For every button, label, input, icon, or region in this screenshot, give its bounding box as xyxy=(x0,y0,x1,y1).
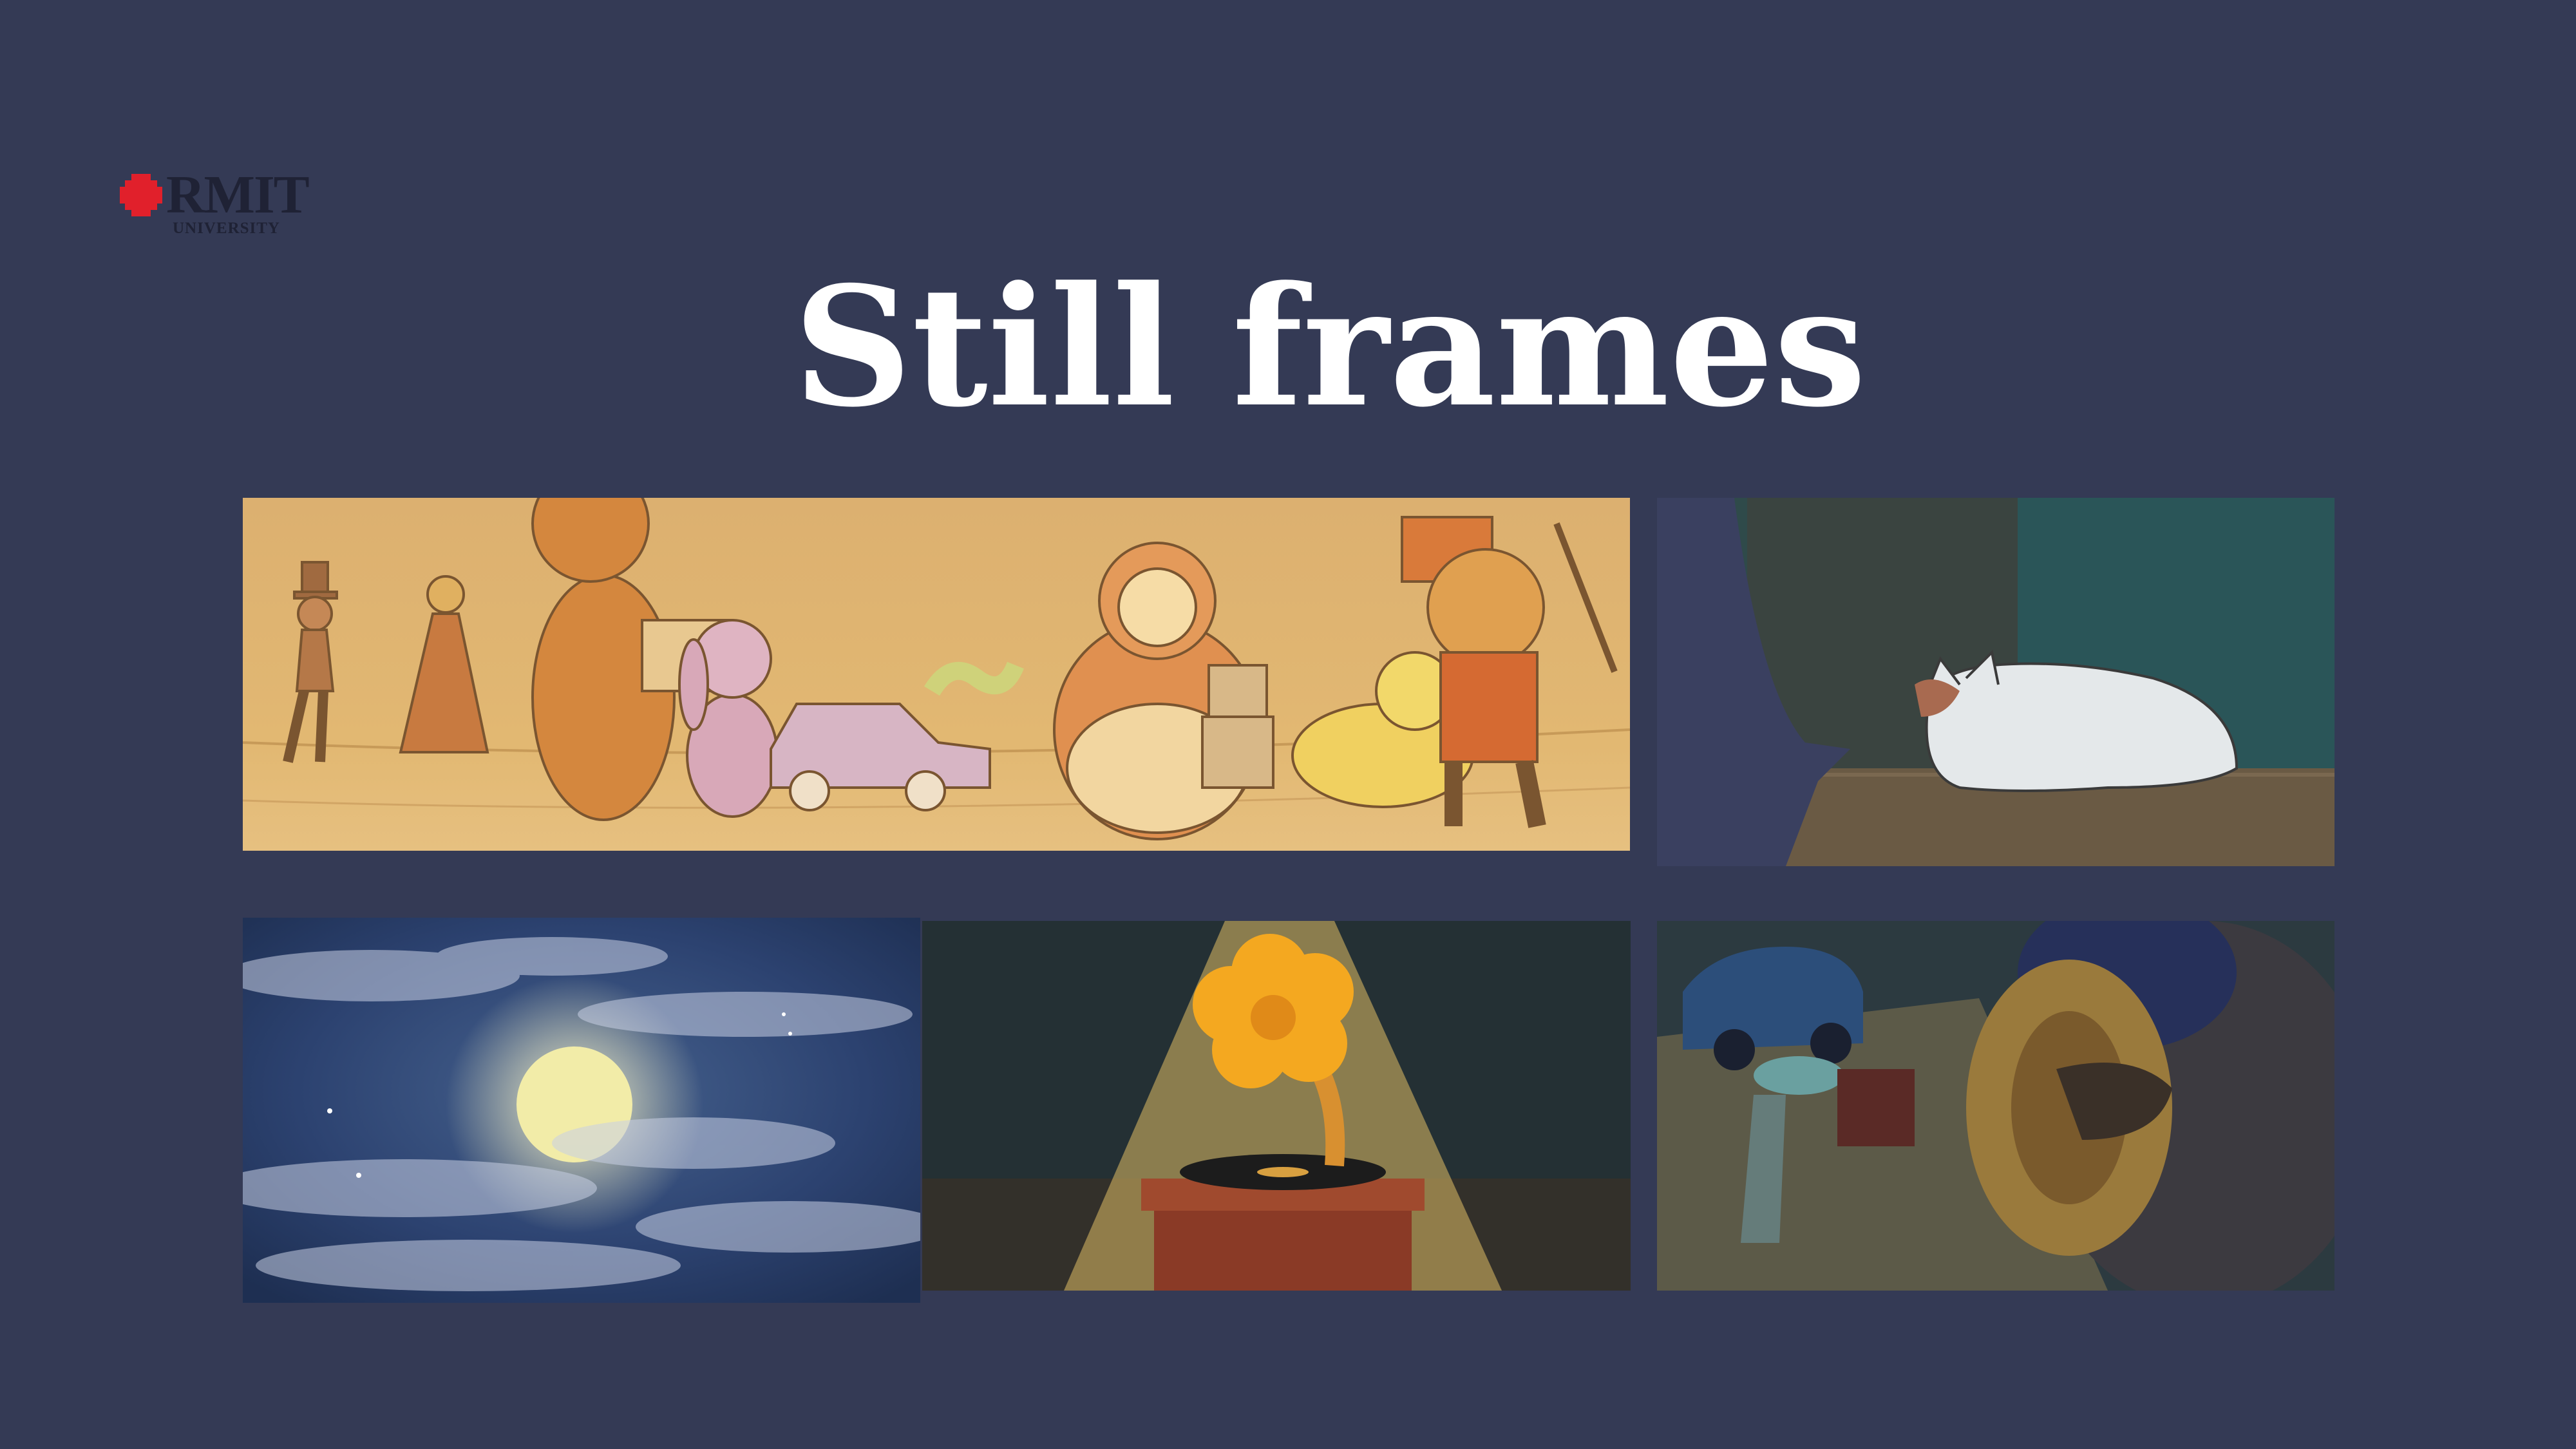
rmit-logo: RMIT UNIVERSITY xyxy=(117,166,323,243)
still-frame-gramophone xyxy=(922,921,1631,1291)
still-frame-cat xyxy=(1657,498,2334,866)
page-title: Still frames xyxy=(793,251,1867,444)
logo-wordmark: RMIT xyxy=(166,165,310,225)
rmit-logo-mark-icon xyxy=(120,174,162,216)
still-frame-toy-parade xyxy=(243,498,1630,851)
logo-subtitle: UNIVERSITY xyxy=(173,220,280,237)
still-frame-moon xyxy=(243,918,920,1303)
still-frame-cymbals xyxy=(1657,921,2334,1291)
